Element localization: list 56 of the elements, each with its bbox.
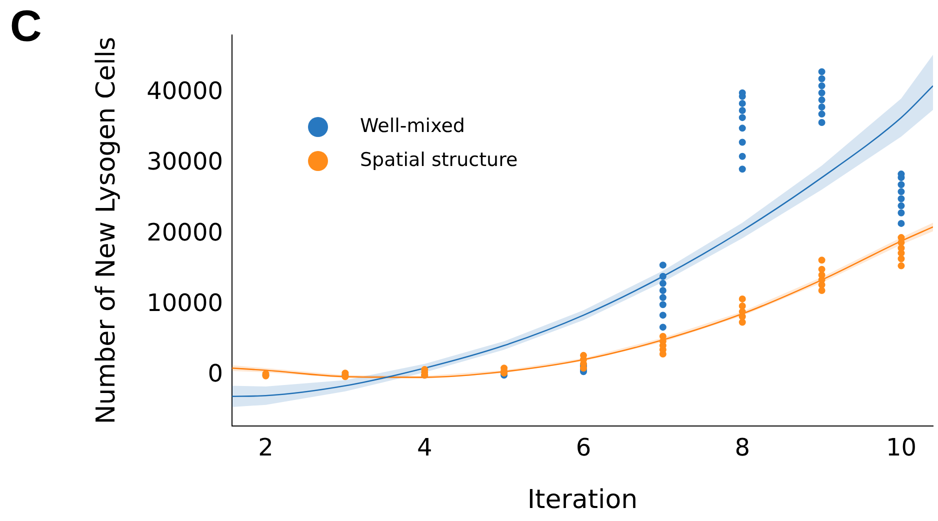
point (818, 271, 826, 278)
point (818, 266, 826, 273)
y-tick-label: 30000 (146, 148, 223, 176)
point (818, 68, 826, 76)
x-tick-label: 6 (576, 434, 592, 462)
point (738, 124, 746, 132)
x-tick-label: 2 (258, 434, 274, 462)
point (818, 119, 826, 126)
x-axis-title: Iteration (527, 485, 638, 516)
x-tick-label: 10 (886, 434, 916, 462)
point (818, 75, 826, 82)
point (898, 255, 905, 262)
point (898, 181, 905, 188)
point (738, 318, 746, 326)
point (898, 188, 905, 196)
point (898, 262, 905, 270)
point (580, 352, 587, 359)
point (818, 110, 826, 118)
point (898, 195, 905, 202)
y-tick-label: 40000 (146, 77, 223, 106)
x-tick-label: 8 (734, 434, 750, 462)
point (659, 294, 666, 302)
legend-label: Spatial structure (360, 148, 518, 171)
point (659, 312, 666, 319)
x-tick-label: 4 (416, 434, 432, 462)
point (898, 220, 905, 227)
point (818, 103, 826, 110)
point (818, 256, 826, 264)
y-tick-label: 10000 (146, 288, 223, 317)
point (738, 166, 746, 173)
point (818, 96, 826, 104)
point (738, 295, 746, 302)
point (738, 138, 746, 146)
point (659, 280, 666, 287)
y-tick-label: 0 (208, 359, 223, 388)
y-axis-title: Number of New Lysogen Cells (91, 36, 122, 424)
point (659, 286, 666, 294)
point (659, 301, 666, 308)
text: C (10, 2, 42, 52)
point (659, 324, 666, 331)
point (738, 152, 746, 160)
legend-label: Well-mixed (360, 114, 465, 137)
point (738, 302, 746, 310)
point (659, 262, 666, 269)
point (898, 209, 905, 216)
point (898, 244, 905, 252)
y-tick-label: 20000 (146, 218, 223, 246)
point (818, 82, 826, 90)
point (738, 114, 746, 122)
point (738, 107, 746, 114)
point (818, 89, 826, 96)
point (898, 202, 905, 210)
point (659, 332, 666, 340)
point (659, 272, 666, 280)
point (738, 100, 746, 107)
point (818, 286, 826, 294)
